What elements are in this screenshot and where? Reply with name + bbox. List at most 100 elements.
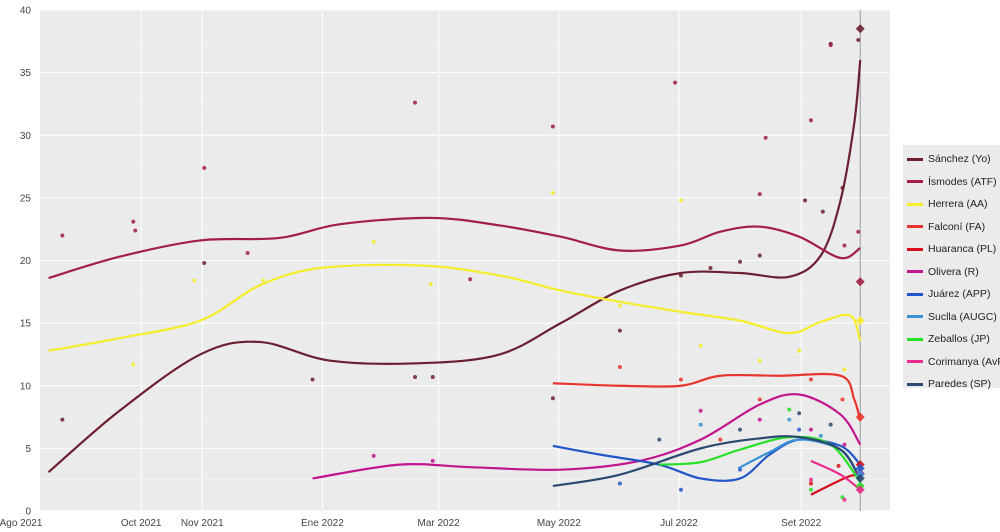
- poll-point-paredes-sp: [657, 437, 662, 442]
- poll-point-sanchez-yo: [617, 328, 622, 333]
- legend-item[interactable]: Herrera (AA): [907, 196, 988, 212]
- poll-point-sanchez-yo: [430, 374, 435, 379]
- poll-point-herrera-aa: [550, 190, 555, 195]
- poll-point-ismodes-atf: [673, 80, 678, 85]
- poll-point-olivera-r: [808, 427, 813, 432]
- trend-line-olivera-r: [312, 393, 862, 480]
- result-marker-sanchez-yo: [855, 24, 865, 34]
- poll-point-sanchez-yo: [708, 266, 713, 271]
- poll-point-ismodes-atf: [413, 100, 417, 105]
- poll-point-sanchez-yo: [678, 273, 683, 278]
- poll-point-sanchez-yo: [202, 261, 207, 266]
- poll-point-suclla-augc: [818, 433, 823, 438]
- poll-point-sanchez-yo: [413, 374, 417, 379]
- legend-key-icon: [907, 180, 923, 183]
- legend-item[interactable]: Ísmodes (ATF): [907, 174, 997, 190]
- legend-item[interactable]: Huaranca (PL): [907, 241, 996, 257]
- legend-item[interactable]: Zeballos (JP): [907, 331, 990, 347]
- poll-point-falconi-fa: [757, 397, 762, 402]
- legend-key-icon: [907, 292, 923, 296]
- poll-point-sanchez-yo: [60, 417, 65, 422]
- poll-point-ismodes-atf: [550, 124, 555, 129]
- poll-point-ismodes-atf: [828, 43, 833, 48]
- x-tick-label: May 2022: [537, 518, 581, 529]
- poll-point-juarez-app: [617, 481, 622, 486]
- poll-point-herrera-aa: [371, 239, 376, 244]
- poll-point-falconi-fa: [678, 377, 683, 382]
- legend-label: Suclla (AUGC): [928, 310, 997, 323]
- poll-point-sanchez-yo: [738, 259, 743, 264]
- x-tick-label: Mar 2022: [418, 518, 461, 529]
- legend-key-icon: [907, 247, 923, 251]
- result-marker-falconi-fa: [855, 412, 865, 422]
- legend-label: Sánchez (Yo): [928, 153, 991, 165]
- legend-item[interactable]: Sánchez (Yo): [907, 151, 991, 167]
- poll-point-olivera-r: [698, 408, 703, 413]
- poll-point-olivera-r: [371, 453, 376, 458]
- trend-line-falconi-fa: [552, 372, 862, 422]
- trend-line-herrera-aa: [48, 263, 862, 352]
- legend-key-icon: [907, 382, 923, 386]
- poll-point-corimanya-avp: [808, 477, 813, 482]
- poll-point-herrera-aa: [698, 343, 703, 348]
- legend-item[interactable]: Paredes (SP): [907, 376, 991, 392]
- legend-item[interactable]: Corimanya (AvP): [907, 354, 1000, 370]
- y-tick-label: 0: [25, 507, 31, 518]
- trend-line-paredes-sp: [552, 435, 862, 488]
- poll-point-paredes-sp: [797, 411, 802, 416]
- legend-item[interactable]: Juárez (APP): [907, 286, 990, 302]
- poll-point-herrera-aa: [131, 362, 136, 367]
- poll-point-falconi-fa: [718, 437, 723, 442]
- gridlines: [40, 9, 890, 512]
- legend-item[interactable]: Falconí (FA): [907, 219, 985, 235]
- poll-point-ismodes-atf: [60, 233, 65, 238]
- poll-point-corimanya-avp: [842, 497, 847, 502]
- poll-point-sanchez-yo: [310, 377, 315, 382]
- legend: Sánchez (Yo) Ísmodes (ATF) Herrera (AA) Fal…: [903, 145, 1000, 390]
- y-tick-label: 40: [20, 6, 32, 17]
- poll-point-olivera-r: [842, 442, 847, 447]
- legend-key-icon: [907, 360, 923, 363]
- x-tick-label: Nov 2021: [181, 518, 224, 529]
- poll-point-ismodes-atf: [856, 229, 861, 234]
- x-tick-label: Jul 2022: [660, 518, 698, 529]
- poll-point-huaranca-pl: [808, 481, 813, 486]
- legend-key-icon: [907, 225, 923, 228]
- result-marker-ismodes-atf: [855, 277, 865, 287]
- x-axis: Ago 2021 Oct 2021 Nov 2021 Ene 2022 Mar 2022…: [0, 518, 822, 529]
- legend-item[interactable]: Olivera (R): [907, 264, 979, 280]
- poll-point-zeballos-jp: [787, 407, 792, 412]
- result-marker-juarez-app: [855, 463, 865, 473]
- poll-point-falconi-fa: [808, 377, 813, 382]
- y-tick-label: 5: [25, 444, 31, 455]
- poll-point-ismodes-atf: [468, 277, 473, 282]
- legend-label: Ísmodes (ATF): [928, 175, 997, 188]
- y-tick-label: 35: [20, 68, 32, 79]
- y-tick-label: 10: [20, 381, 32, 392]
- poll-point-ismodes-atf: [131, 219, 136, 224]
- poll-point-huaranca-pl: [836, 463, 841, 468]
- result-marker-corimanya-avp: [855, 485, 865, 495]
- poll-point-suclla-augc: [698, 422, 703, 427]
- poll-point-herrera-aa: [842, 367, 847, 372]
- poll-point-herrera-aa: [678, 198, 683, 203]
- poll-point-ismodes-atf: [202, 165, 207, 170]
- x-tick-label: Set 2022: [781, 518, 821, 529]
- legend-item[interactable]: Suclla (AUGC): [907, 309, 997, 325]
- y-tick-label: 30: [20, 131, 32, 142]
- poll-point-herrera-aa: [797, 348, 802, 353]
- poll-point-sanchez-yo: [757, 253, 762, 258]
- legend-key-icon: [907, 202, 923, 206]
- poll-point-suclla-augc: [787, 417, 792, 422]
- poll-point-ismodes-atf: [757, 192, 762, 197]
- poll-point-herrera-aa: [617, 303, 622, 308]
- legend-key-icon: [907, 337, 923, 341]
- legend-key-icon: [907, 157, 923, 161]
- legend-key-icon: [907, 270, 923, 273]
- poll-point-sanchez-yo: [856, 38, 861, 43]
- trend-line-juarez-app: [552, 438, 862, 482]
- poll-point-paredes-sp: [738, 427, 743, 432]
- x-tick-label: Ene 2022: [301, 518, 344, 529]
- poll-point-juarez-app: [678, 487, 683, 492]
